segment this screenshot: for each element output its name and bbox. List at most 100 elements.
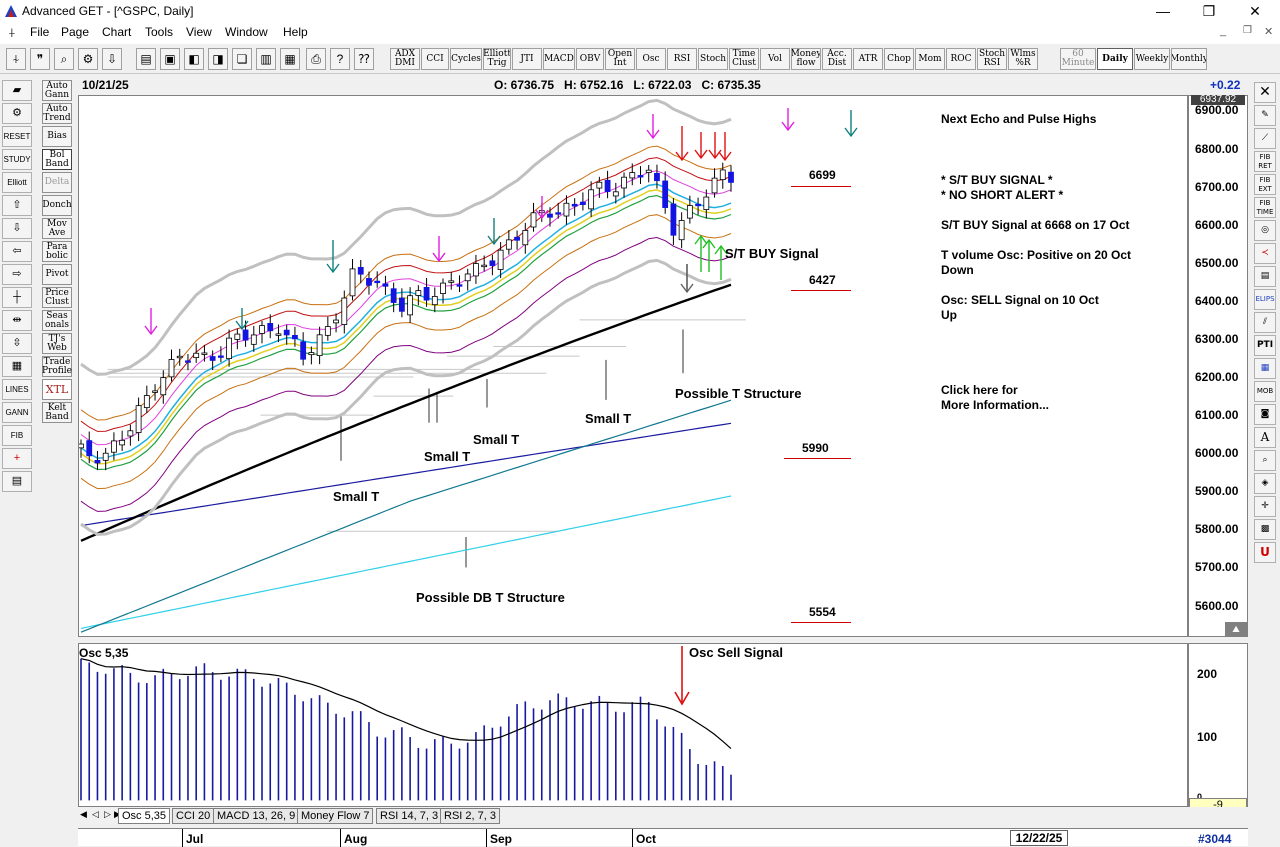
- elliott-icon[interactable]: Elliott: [2, 172, 32, 193]
- delta-button[interactable]: Delta: [42, 172, 72, 193]
- settings-icon[interactable]: ⚙: [78, 48, 98, 70]
- study-vol-button[interactable]: Vol: [760, 48, 790, 70]
- menu-tools[interactable]: Tools: [145, 25, 174, 39]
- study-obv-button[interactable]: OBV: [576, 48, 604, 70]
- right-arrow-icon[interactable]: ⇨: [2, 264, 32, 285]
- folder-icon[interactable]: ▰: [2, 80, 32, 101]
- chart-icon[interactable]: ▦: [280, 48, 300, 70]
- study-stochrsi-button[interactable]: Stoch RSI: [977, 48, 1007, 70]
- right-icon[interactable]: ◨: [208, 48, 228, 70]
- auto-trend-button[interactable]: Auto Trend: [42, 103, 72, 124]
- tab-rsi2[interactable]: RSI 2, 7, 3: [440, 808, 500, 824]
- price-chart-panel[interactable]: Next Echo and Pulse Highs * S/T BUY SIGN…: [78, 95, 1188, 637]
- auto-gann-button[interactable]: Auto Gann: [42, 80, 72, 101]
- report-icon[interactable]: ▤: [2, 471, 32, 492]
- cross-icon[interactable]: ✛: [1254, 496, 1276, 517]
- trade-profile-button[interactable]: Trade Profile: [42, 356, 72, 377]
- tab-cci[interactable]: CCI 20: [172, 808, 215, 824]
- eraser-icon[interactable]: ◈: [1254, 473, 1276, 494]
- down-arrow-icon[interactable]: ⇩: [102, 48, 122, 70]
- tab-rsi14[interactable]: RSI 14, 7, 3: [376, 808, 443, 824]
- tab-macd[interactable]: MACD 13, 26, 9: [213, 808, 300, 824]
- close-button[interactable]: ✕: [1249, 3, 1261, 19]
- fib-icon[interactable]: FIB: [2, 425, 32, 446]
- grid-icon[interactable]: ▦: [2, 356, 32, 377]
- oscillator-axis[interactable]: 200 100 0 -9: [1188, 643, 1248, 812]
- compress-icon[interactable]: ⇹: [2, 310, 32, 331]
- fib-ext-icon[interactable]: FIB EXT: [1254, 174, 1276, 195]
- study-cycles-button[interactable]: Cycles: [450, 48, 482, 70]
- maximize-button[interactable]: ❐: [1202, 3, 1216, 19]
- menu-help[interactable]: Help: [283, 25, 308, 39]
- page-icon[interactable]: ▥: [256, 48, 276, 70]
- up-arrow-icon[interactable]: ⇧: [2, 195, 32, 216]
- magnify-icon[interactable]: ⌕: [1254, 450, 1276, 471]
- study-chop-button[interactable]: Chop: [884, 48, 914, 70]
- interval-60min-button[interactable]: 60 Minute: [1060, 48, 1096, 70]
- interval-weekly-button[interactable]: Weekly: [1134, 48, 1170, 70]
- mov-ave-button[interactable]: Mov Ave: [42, 218, 72, 239]
- minimize-button[interactable]: —: [1156, 3, 1170, 19]
- oscillator-panel[interactable]: Osc 5,35 Osc Sell Signal: [78, 643, 1188, 807]
- bol-band-button[interactable]: Bol Band: [42, 149, 72, 170]
- crosshair-icon[interactable]: +: [2, 448, 32, 469]
- grid2-icon[interactable]: ▦: [1254, 358, 1276, 379]
- elips-icon[interactable]: ELIPS: [1254, 289, 1276, 310]
- more-info-link-1[interactable]: Click here for: [941, 383, 1018, 397]
- pivot-button[interactable]: Pivot: [42, 264, 72, 285]
- study-elliott-button[interactable]: Elliott Trig: [483, 48, 511, 70]
- price-clust-button[interactable]: Price Clust: [42, 287, 72, 308]
- reset-icon[interactable]: RESET: [2, 126, 32, 147]
- tab-osc[interactable]: Osc 5,35: [118, 808, 171, 824]
- inner-restore-button[interactable]: ❐: [1243, 25, 1252, 36]
- lines-icon[interactable]: LINES: [2, 379, 32, 400]
- print-icon[interactable]: ⎙: [306, 48, 326, 70]
- study-jti-button[interactable]: JTI: [512, 48, 542, 70]
- fib-circle-icon[interactable]: ◎: [1254, 220, 1276, 241]
- study-atr-button[interactable]: ATR: [853, 48, 883, 70]
- study-timeclust-button[interactable]: Time Clust: [729, 48, 759, 70]
- study-accdist-button[interactable]: Acc. Dist: [822, 48, 852, 70]
- tab-scroll-prev-icon[interactable]: ◁: [92, 809, 99, 819]
- study-cci-button[interactable]: CCI: [421, 48, 449, 70]
- price-axis[interactable]: 6937.92 6900.00 6800.00 6700.00 6600.00 6500…: [1188, 95, 1248, 637]
- down-arrow2-icon[interactable]: ⇩: [2, 218, 32, 239]
- bars-icon[interactable]: ┼: [2, 287, 32, 308]
- menu-window[interactable]: Window: [225, 25, 268, 39]
- left-arrow-icon[interactable]: ⇦: [2, 241, 32, 262]
- gann-fan-icon[interactable]: GANN: [2, 402, 32, 423]
- bias-button[interactable]: Bias: [42, 126, 72, 147]
- interval-monthly-button[interactable]: Monthly: [1171, 48, 1207, 70]
- pointer-icon[interactable]: ⍭: [6, 48, 26, 70]
- gann-icon[interactable]: ⚙: [2, 103, 32, 124]
- interval-daily-button[interactable]: Daily: [1097, 48, 1133, 70]
- study-mom-button[interactable]: Mom: [915, 48, 945, 70]
- seasonals-button[interactable]: Seas onals: [42, 310, 72, 331]
- left-icon[interactable]: ◧: [184, 48, 204, 70]
- study-icon[interactable]: STUDY: [2, 149, 32, 170]
- axis-scale-icon[interactable]: ⛰: [1225, 622, 1247, 636]
- line-icon[interactable]: ⟋: [1254, 128, 1276, 149]
- tab-scroll-first-icon[interactable]: ◀: [80, 809, 87, 819]
- box-icon[interactable]: ▤: [1254, 266, 1276, 287]
- save-icon[interactable]: ▣: [160, 48, 180, 70]
- channel-icon[interactable]: ⫽: [1254, 312, 1276, 333]
- quote-icon[interactable]: ❞: [30, 48, 50, 70]
- study-roc-button[interactable]: ROC: [946, 48, 976, 70]
- study-osc-button[interactable]: Osc: [636, 48, 666, 70]
- study-adx-button[interactable]: ADX DMI: [390, 48, 420, 70]
- kelt-band-button[interactable]: Kelt Band: [42, 402, 72, 423]
- study-stoch-button[interactable]: Stoch: [698, 48, 728, 70]
- study-williams-button[interactable]: Wlms %R: [1008, 48, 1038, 70]
- menu-page[interactable]: Page: [61, 25, 90, 39]
- more-info-link-2[interactable]: More Information...: [941, 398, 1049, 412]
- text-icon[interactable]: A: [1254, 427, 1276, 448]
- info-icon[interactable]: ?: [330, 48, 350, 70]
- pen-icon[interactable]: ✎: [1254, 105, 1276, 126]
- study-moneyflow-button[interactable]: Money flow: [791, 48, 821, 70]
- parabolic-button[interactable]: Para bolic: [42, 241, 72, 262]
- fib-ret-icon[interactable]: FIB RET: [1254, 151, 1276, 172]
- expand-icon[interactable]: ⇳: [2, 333, 32, 354]
- zoom-icon[interactable]: ⌕: [54, 48, 74, 70]
- inner-close-button[interactable]: ✕: [1264, 26, 1274, 38]
